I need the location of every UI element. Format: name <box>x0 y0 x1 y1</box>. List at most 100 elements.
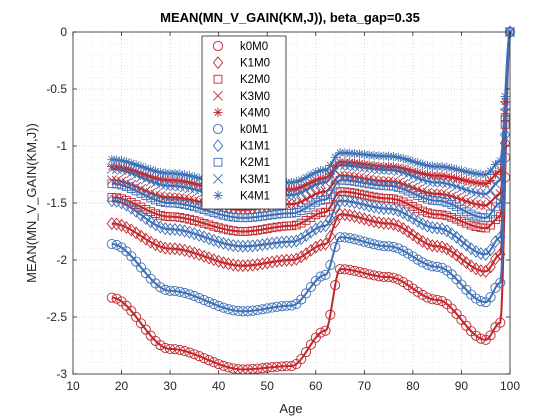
marker-square <box>471 211 481 221</box>
marker-asterisk <box>301 172 311 183</box>
marker-diamond <box>490 235 501 249</box>
x-tick-label: 70 <box>358 379 372 393</box>
marker-asterisk <box>384 151 394 161</box>
marker-square <box>452 202 461 212</box>
marker-diamond <box>262 237 273 251</box>
marker-circle <box>470 293 482 304</box>
series-markers-K1M1 <box>106 25 516 261</box>
marker-asterisk <box>466 168 476 178</box>
marker-diamond <box>325 229 336 243</box>
marker-asterisk <box>340 148 350 158</box>
marker-circle <box>427 261 438 272</box>
marker-circle <box>436 295 448 307</box>
marker-square <box>481 223 491 233</box>
marker-circle <box>218 302 229 313</box>
marker-x <box>490 191 501 202</box>
marker-asterisk <box>393 162 403 173</box>
marker-square <box>418 206 427 216</box>
marker-square <box>160 211 170 221</box>
marker-diamond <box>461 238 472 252</box>
marker-square <box>393 195 403 205</box>
marker-circle <box>422 292 433 303</box>
marker-asterisk <box>213 107 223 117</box>
marker-x <box>335 170 345 181</box>
marker-diamond <box>266 255 278 269</box>
series-line-k0M0 <box>111 31 511 371</box>
marker-x <box>432 177 443 188</box>
marker-diamond <box>402 209 414 222</box>
marker-asterisk <box>165 175 175 185</box>
y-tick-label: -1 <box>56 139 67 153</box>
marker-asterisk <box>456 175 467 185</box>
marker-circle <box>417 289 428 301</box>
marker-asterisk <box>495 156 505 166</box>
plot-area: 10 20 30 40 50 60 70 80 90 100 -3 -2.5 -2 -1.5 -1 -0.5 0 <box>46 25 520 393</box>
marker-asterisk <box>432 161 442 172</box>
marker-diamond <box>475 247 487 261</box>
marker-asterisk <box>141 163 151 173</box>
marker-x <box>383 176 394 187</box>
marker-asterisk <box>136 161 146 172</box>
marker-diamond <box>417 234 428 248</box>
marker-square <box>243 213 253 223</box>
marker-circle <box>179 346 190 357</box>
marker-x <box>490 178 501 189</box>
marker-square <box>330 180 340 190</box>
marker-x <box>500 108 511 118</box>
marker-asterisk <box>427 170 437 180</box>
marker-circle <box>155 340 166 351</box>
marker-square <box>389 181 398 191</box>
marker-circle <box>252 305 263 316</box>
marker-circle <box>475 296 486 307</box>
x-tick-label: 30 <box>163 379 177 393</box>
marker-square <box>282 221 292 231</box>
marker-diamond <box>300 247 312 261</box>
marker-x <box>344 160 355 171</box>
marker-square <box>277 209 287 219</box>
marker-asterisk <box>481 169 491 180</box>
marker-circle <box>354 235 365 246</box>
marker-circle <box>212 123 224 135</box>
marker-circle <box>412 254 423 265</box>
marker-square <box>180 200 190 209</box>
marker-diamond <box>296 250 307 264</box>
marker-diamond <box>232 259 244 272</box>
marker-square <box>175 199 185 209</box>
marker-diamond <box>160 241 171 255</box>
marker-diamond <box>130 226 142 240</box>
marker-square <box>413 191 423 200</box>
marker-diamond <box>398 206 409 220</box>
y-tick-label: 0 <box>60 25 67 39</box>
marker-square <box>408 202 418 211</box>
marker-square <box>170 212 180 222</box>
marker-asterisk <box>330 161 340 171</box>
marker-asterisk <box>301 180 311 190</box>
marker-circle <box>344 264 355 275</box>
marker-diamond <box>271 254 283 268</box>
marker-square <box>151 195 160 205</box>
marker-square <box>213 74 223 84</box>
marker-circle <box>368 270 380 281</box>
marker-circle <box>388 241 399 252</box>
marker-diamond <box>126 201 137 215</box>
marker-square <box>427 209 437 219</box>
marker-circle <box>495 277 506 288</box>
marker-diamond <box>116 196 127 210</box>
marker-asterisk <box>359 149 369 160</box>
marker-x <box>106 175 117 186</box>
marker-asterisk <box>350 148 360 159</box>
marker-x <box>500 101 511 112</box>
marker-asterisk <box>180 170 190 180</box>
marker-square <box>170 198 180 208</box>
marker-circle <box>218 360 229 371</box>
x-tick-label: 50 <box>261 379 275 393</box>
marker-circle <box>359 236 370 247</box>
marker-x <box>373 175 384 186</box>
x-tick-label: 80 <box>406 379 420 393</box>
marker-diamond <box>456 234 467 248</box>
marker-diamond <box>315 220 326 234</box>
marker-asterisk <box>374 161 384 171</box>
marker-circle <box>383 241 394 252</box>
marker-square <box>117 194 126 204</box>
marker-circle <box>364 269 375 280</box>
